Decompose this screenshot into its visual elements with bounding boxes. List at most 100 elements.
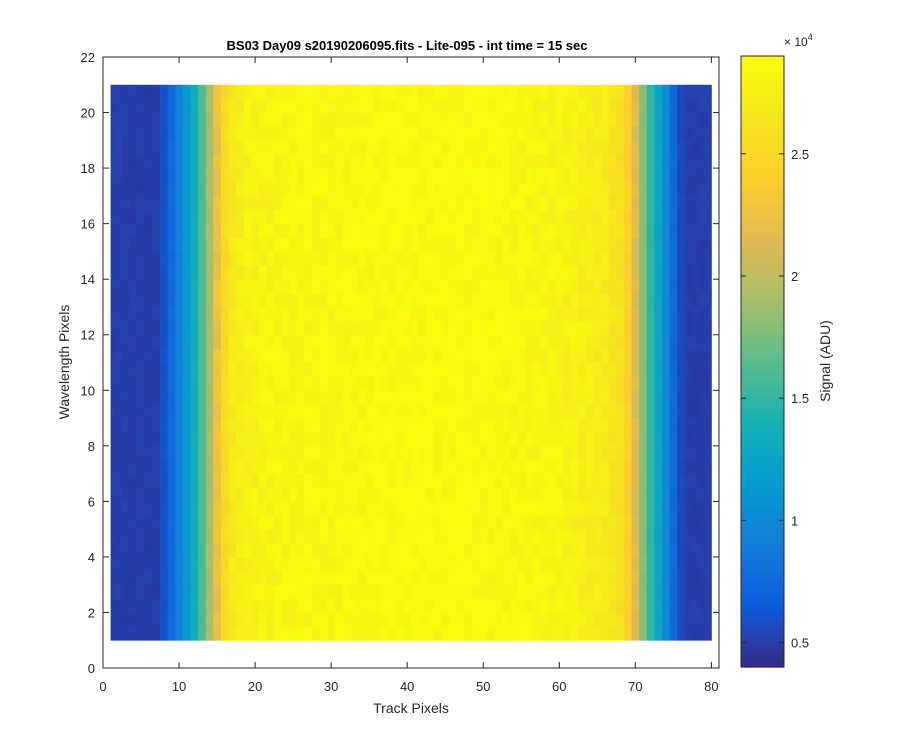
heatmap-cell [228, 126, 237, 141]
heatmap-cell [175, 556, 184, 572]
heatmap-cell [669, 279, 678, 294]
heatmap-cell [110, 543, 115, 558]
heatmap-cell [707, 195, 712, 211]
heatmap-cell [601, 626, 610, 641]
heatmap-cell [152, 265, 161, 280]
heatmap-cell [593, 320, 602, 336]
heatmap-cell [426, 279, 435, 294]
heatmap-cell [152, 251, 161, 266]
heatmap-cell [677, 584, 686, 599]
heatmap-cell [411, 431, 419, 447]
heatmap-cell [319, 98, 328, 113]
heatmap-cell [350, 626, 359, 641]
heatmap-cell [692, 251, 701, 266]
heatmap-cell [312, 348, 321, 363]
heatmap-cell [578, 445, 587, 461]
heatmap-cell [677, 376, 686, 391]
heatmap-cell [449, 598, 458, 613]
heatmap-cell [129, 237, 138, 252]
heatmap-cell [449, 376, 458, 391]
heatmap-cell [388, 140, 397, 155]
heatmap-cell [175, 570, 184, 586]
heatmap-cell [502, 487, 511, 502]
heatmap-cell [312, 84, 321, 100]
heatmap-cell [274, 529, 283, 544]
heatmap-cell [167, 570, 176, 586]
heatmap-cell [449, 112, 458, 127]
heatmap-cell [570, 390, 579, 405]
heatmap-cell [395, 181, 404, 197]
heatmap-cell [449, 168, 458, 183]
heatmap-cell [372, 84, 381, 100]
heatmap-cell [433, 195, 442, 211]
heatmap-cell [365, 376, 374, 391]
colorbar-swatch [741, 234, 784, 240]
heatmap-cell [654, 556, 663, 572]
heatmap-cell [175, 459, 184, 474]
heatmap-cell [433, 237, 442, 252]
heatmap-cell [220, 112, 229, 127]
heatmap-cell [426, 154, 435, 169]
heatmap-cell [152, 515, 161, 530]
heatmap-cell [411, 140, 419, 155]
heatmap-cell [433, 154, 442, 169]
heatmap-cell [707, 543, 712, 558]
heatmap-cell [122, 376, 131, 391]
heatmap-cell [433, 626, 442, 641]
colorbar-label: Signal (ADU) [817, 320, 833, 402]
heatmap-cell [365, 223, 374, 238]
heatmap-cell [380, 320, 389, 336]
heatmap-cell [509, 223, 518, 238]
heatmap-cell [525, 556, 534, 572]
heatmap-cell [547, 556, 556, 572]
heatmap-cell [327, 515, 336, 530]
heatmap-cell [137, 626, 146, 641]
heatmap-cell [281, 279, 290, 294]
heatmap-cell [623, 84, 632, 100]
heatmap-cell [220, 279, 229, 294]
heatmap-cell [699, 306, 708, 322]
heatmap-cell [372, 570, 381, 586]
heatmap-cell [570, 334, 579, 350]
heatmap-cell [296, 320, 305, 336]
heatmap-cell [684, 584, 693, 599]
heatmap-cell [563, 195, 572, 211]
heatmap-cell [129, 279, 138, 294]
heatmap-cell [304, 362, 313, 377]
heatmap-cell [182, 487, 191, 502]
heatmap-cell [608, 598, 617, 613]
heatmap-cell [152, 181, 161, 197]
heatmap-cell [372, 515, 381, 530]
heatmap-cell [334, 515, 343, 530]
heatmap-cell [616, 293, 625, 308]
heatmap-cell [517, 181, 526, 197]
heatmap-cell [578, 543, 587, 558]
heatmap-cell [418, 362, 427, 377]
heatmap-cell [334, 459, 343, 474]
heatmap-cell [525, 598, 534, 613]
heatmap-cell [175, 209, 184, 225]
heatmap-cell [205, 570, 214, 586]
heatmap-cell [684, 598, 693, 613]
heatmap-cell [289, 362, 298, 377]
heatmap-cell [220, 209, 229, 225]
heatmap-cell [357, 459, 366, 474]
heatmap-cell [593, 154, 602, 169]
heatmap-cell [380, 390, 389, 405]
heatmap-cell [631, 473, 640, 488]
heatmap-cell [677, 237, 686, 252]
heatmap-cell [532, 473, 541, 488]
heatmap-cell [540, 98, 549, 113]
heatmap-cell [190, 293, 199, 308]
heatmap-cell [251, 570, 260, 586]
heatmap-cell [365, 98, 374, 113]
heatmap-cell [281, 473, 290, 488]
heatmap-cell [220, 570, 229, 586]
heatmap-cell [342, 487, 351, 502]
heatmap-cell [137, 84, 146, 100]
heatmap-cell [525, 334, 534, 350]
heatmap-cell [692, 209, 701, 225]
heatmap-cell [464, 418, 473, 433]
heatmap-cell [160, 612, 169, 627]
heatmap-cell [699, 293, 708, 308]
